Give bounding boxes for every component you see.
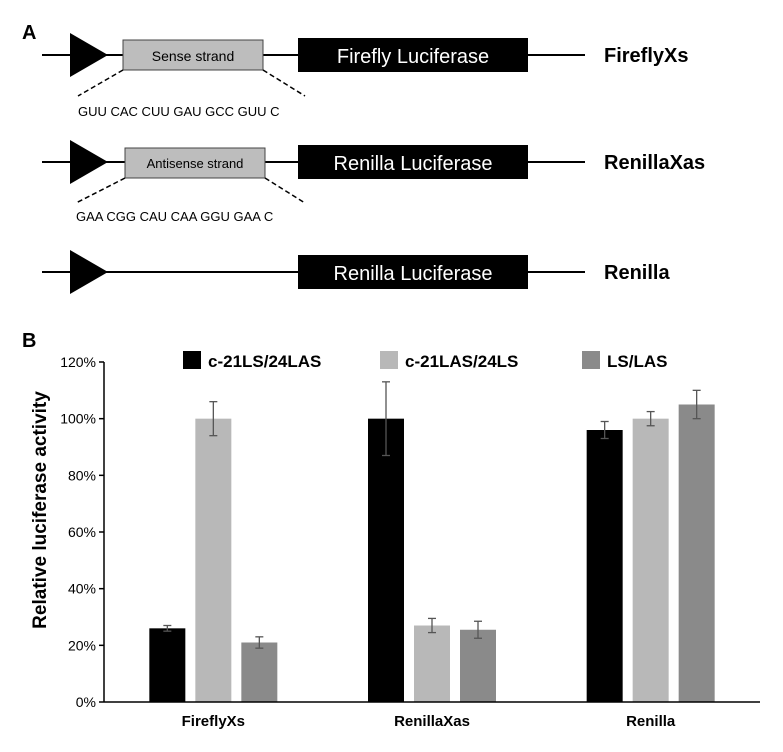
bar	[460, 629, 496, 702]
gene-box	[298, 38, 528, 72]
y-tick-label: 120%	[60, 354, 96, 370]
zoom-line-right	[262, 69, 306, 97]
bar	[678, 404, 715, 702]
chart-legend: c-21LS/24LAS c-21LAS/24LS LS/LAS	[183, 351, 667, 371]
gene-box	[298, 145, 528, 179]
gene-label: Renilla Luciferase	[334, 263, 493, 285]
y-axis: 0% 20% 40% 60% 80% 100% 120%	[60, 354, 105, 710]
bar	[149, 628, 186, 702]
luciferase-bar-chart: c-21LS/24LAS c-21LAS/24LS LS/LAS Relative …	[30, 351, 760, 730]
bar	[241, 642, 278, 702]
y-tick-label: 20%	[68, 637, 96, 653]
x-tick-label: RenillaXas	[394, 713, 470, 730]
construct-renilla: Renilla Luciferase Renilla	[42, 250, 670, 294]
construct-fireflyxs: Sense strand Firefly Luciferase FireflyX…	[42, 33, 688, 119]
promoter-triangle-icon	[70, 250, 108, 294]
bar	[368, 418, 404, 702]
bars-group	[149, 381, 715, 702]
legend-label: LS/LAS	[607, 352, 667, 371]
legend-label: c-21LAS/24LS	[405, 352, 518, 371]
zoom-line-left	[75, 177, 126, 204]
sequence-text: GUU CAC CUU GAU GCC GUU C	[78, 104, 280, 119]
promoter-triangle-icon	[70, 33, 108, 77]
legend-label: c-21LS/24LAS	[208, 352, 321, 371]
y-tick-label: 100%	[60, 411, 96, 427]
bar	[632, 418, 669, 702]
bar	[414, 625, 450, 702]
sequence-text: GAA CGG CAU CAA GGU GAA C	[76, 209, 273, 224]
insert-label: Sense strand	[152, 48, 235, 64]
y-tick-label: 0%	[76, 694, 96, 710]
construct-name: Renilla	[604, 262, 670, 284]
panel-a-letter: A	[22, 22, 37, 44]
bar	[195, 418, 232, 702]
panel-b-letter: B	[22, 330, 37, 352]
y-tick-label: 80%	[68, 467, 96, 483]
x-tick-label: Renilla	[626, 713, 676, 730]
gene-label: Renilla Luciferase	[334, 153, 493, 175]
legend-swatch	[183, 351, 201, 369]
insert-box	[122, 39, 264, 71]
legend-swatch	[582, 351, 600, 369]
zoom-line-right	[264, 177, 306, 204]
x-tick-label: FireflyXs	[182, 713, 245, 730]
insert-box	[124, 147, 266, 179]
promoter-triangle-icon	[70, 140, 108, 184]
construct-renillaxas: Antisense strand Renilla Luciferase Reni…	[42, 140, 705, 224]
construct-name: RenillaXas	[604, 152, 705, 174]
legend-swatch	[380, 351, 398, 369]
y-tick-label: 40%	[68, 581, 96, 597]
zoom-line-left	[77, 69, 124, 97]
construct-diagram: Sense strand Firefly Luciferase FireflyX…	[42, 33, 705, 294]
insert-label: Antisense strand	[147, 156, 244, 171]
construct-name: FireflyXs	[604, 45, 688, 67]
gene-box	[298, 255, 528, 289]
y-axis-label: Relative luciferase activity	[30, 391, 51, 629]
bar	[586, 430, 623, 702]
y-tick-label: 60%	[68, 524, 96, 540]
x-axis: FireflyXs RenillaXas Renilla	[104, 701, 760, 730]
gene-label: Firefly Luciferase	[337, 46, 489, 68]
